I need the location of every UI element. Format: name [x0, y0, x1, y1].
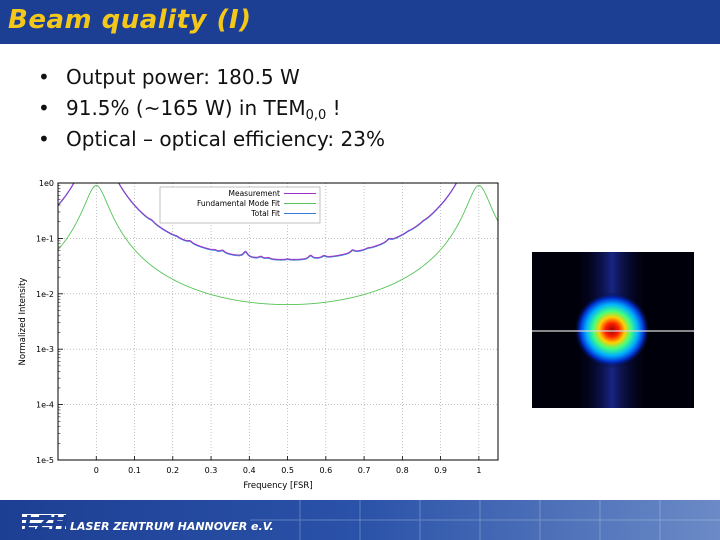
x-tick-label: 0.1	[128, 466, 141, 475]
footer-bar: LZH LASER ZENTRUM HANNOVER e.V.	[0, 500, 720, 540]
x-tick-label: 0.7	[358, 466, 371, 475]
legend-label: Measurement	[229, 189, 281, 198]
y-tick-label: 1e0	[39, 179, 54, 188]
series-fundamental-fit	[57, 185, 499, 306]
bullet-item: • Optical – optical efficiency: 23%	[38, 124, 385, 155]
bullet-text-suffix: !	[326, 96, 341, 120]
x-tick-label: 0.2	[166, 466, 179, 475]
org-name: LASER ZENTRUM HANNOVER e.V.	[70, 520, 274, 533]
bullet-text: 91.5% (~165 W) in TEM	[66, 96, 306, 120]
x-tick-label: 1	[476, 466, 481, 475]
chart-grid	[58, 182, 498, 461]
x-tick-label: 0.3	[205, 466, 218, 475]
slide-title: Beam quality (I)	[8, 5, 252, 35]
legend-label: Total Fit	[250, 209, 280, 218]
title-bar: Beam quality (I)	[0, 0, 720, 44]
chart-axes: 0 0.1 0.2 0.3 0.4 0.5 0.6 0.7 0.8 0.9 1 1e-5 1e-4 1e-…	[18, 179, 499, 491]
chart-curves	[57, 182, 499, 306]
x-tick-label: 0.9	[434, 466, 447, 475]
series-measurement	[57, 182, 498, 260]
bullet-text: Optical – optical efficiency: 23%	[66, 127, 385, 151]
x-tick-label: 0	[94, 466, 99, 475]
bullet-text: Output power: 180.5 W	[66, 65, 300, 89]
bullet-dot: •	[38, 96, 50, 120]
series-total-fit	[57, 182, 498, 261]
bullet-item: • 91.5% (~165 W) in TEM0,0 !	[38, 93, 385, 124]
y-tick-label: 1e-5	[36, 456, 54, 465]
plot-frame	[57, 182, 499, 461]
x-tick-label: 0.8	[396, 466, 409, 475]
bullet-subscript: 0,0	[305, 108, 327, 123]
y-tick-label: 1e-2	[36, 290, 54, 299]
x-tick-label: 0.5	[281, 466, 294, 475]
x-tick-label: 0.4	[243, 466, 256, 475]
x-tick-label: 0.6	[319, 466, 332, 475]
y-axis-label: Normalized Intensity	[18, 278, 28, 366]
bullet-dot: •	[38, 65, 50, 89]
spectrum-chart: 0 0.1 0.2 0.3 0.4 0.5 0.6 0.7 0.8 0.9 1 1e-5 1e-4 1e-…	[18, 179, 499, 491]
beam-profile-image	[532, 252, 694, 408]
lzh-logo: LZH	[22, 511, 68, 535]
x-axis-label: Frequency [FSR]	[243, 481, 312, 491]
beam-spot	[574, 292, 650, 368]
legend-label: Fundamental Mode Fit	[197, 199, 280, 208]
lzh-logo-letters: LZH	[24, 511, 68, 535]
bullet-dot: •	[38, 127, 50, 151]
y-tick-label: 1e-3	[36, 345, 54, 354]
y-tick-label: 1e-1	[36, 234, 54, 243]
bullet-item: • Output power: 180.5 W	[38, 62, 385, 93]
bullet-list: • Output power: 180.5 W • 91.5% (~165 W)…	[38, 62, 385, 155]
y-tick-label: 1e-4	[36, 401, 54, 410]
